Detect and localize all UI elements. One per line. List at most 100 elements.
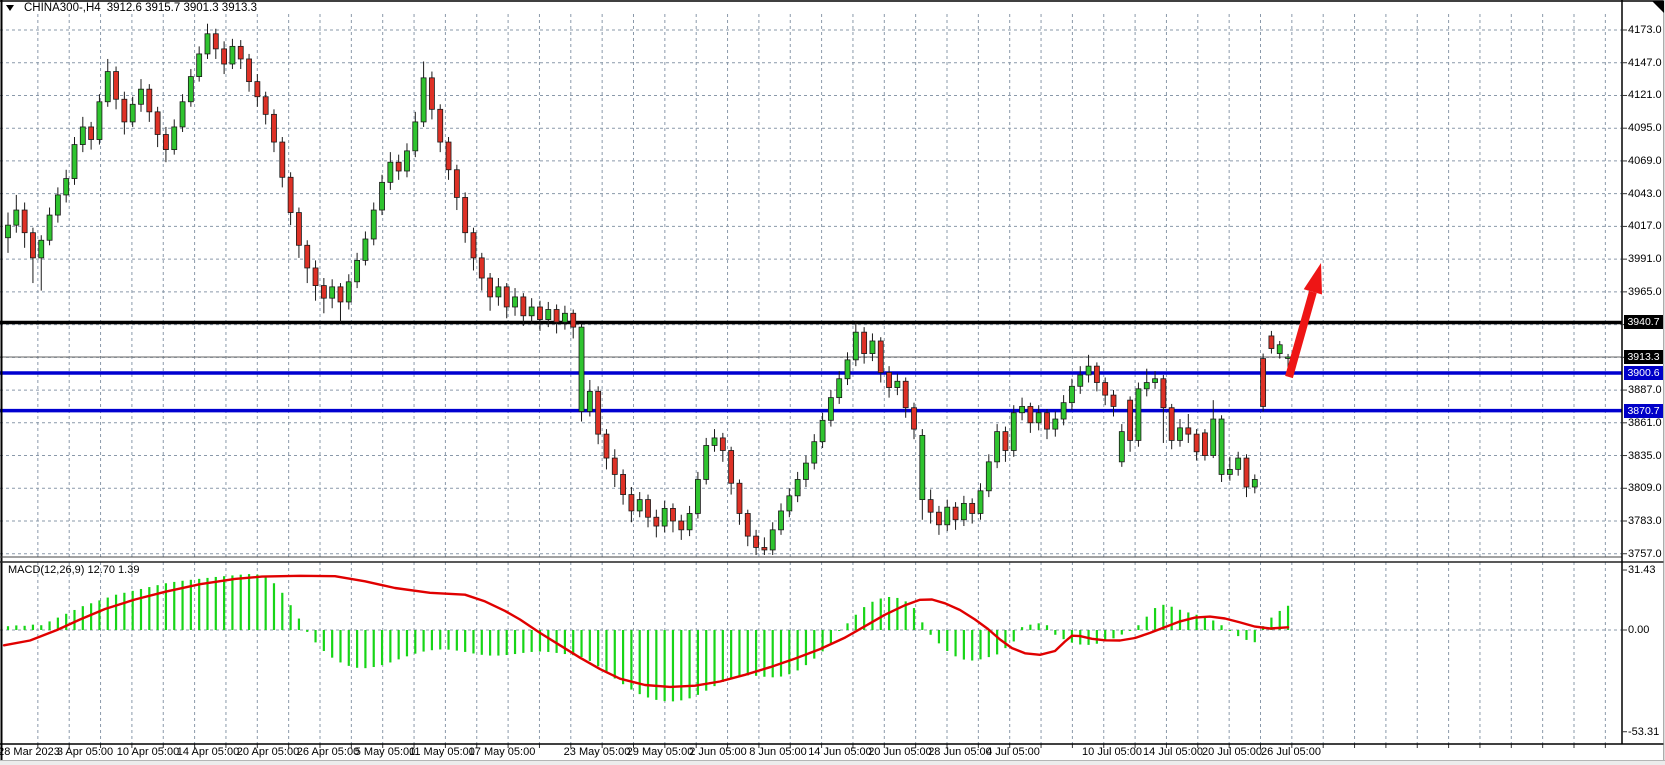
candle-body	[553, 309, 560, 323]
candle-body	[246, 58, 252, 83]
candle-body	[495, 286, 502, 298]
candle-body	[985, 461, 992, 492]
price-level-badge: 3870.7	[1624, 403, 1663, 418]
candle-body	[1110, 394, 1117, 407]
candle-body	[304, 244, 311, 269]
candle-body	[819, 419, 826, 443]
price-axis-label: 3757.0	[1628, 547, 1662, 560]
candle-body	[811, 441, 818, 464]
candle-body	[645, 499, 651, 518]
candle-body	[686, 513, 693, 531]
time-axis-label: 8 Jun 05:00	[749, 746, 807, 758]
ohlc-quote-label: 3912.6 3915.7 3901.3 3913.3	[106, 2, 257, 14]
candle-body	[262, 96, 269, 115]
candle-body	[661, 508, 668, 527]
candle-body	[395, 161, 402, 172]
candle-body	[5, 224, 11, 239]
candle-body	[794, 479, 801, 497]
time-axis-label: 11 May 05:00	[409, 746, 475, 758]
candle-body	[478, 257, 485, 279]
price-axis-label: 3861.0	[1628, 416, 1662, 429]
time-axis-label: 2 Jun 05:00	[689, 746, 747, 758]
candle-body	[63, 178, 70, 196]
candle-body	[1218, 418, 1225, 475]
candle-body	[453, 169, 460, 198]
candle-body	[429, 77, 435, 110]
corner-mark	[1652, 1, 1664, 13]
price-axis-label: 3783.0	[1628, 515, 1662, 527]
candle-body	[977, 490, 984, 514]
time-axis-label: 14 Apr 05:00	[176, 746, 240, 758]
candle-body	[786, 495, 793, 512]
time-axis-label: 14 Jun 05:00	[808, 746, 872, 758]
candle-body	[329, 286, 336, 299]
candle-body	[1193, 433, 1200, 453]
price-axis-label: 4121.0	[1628, 89, 1662, 102]
time-axis-label: 10 Jul 05:00	[1082, 746, 1142, 758]
candle-body	[320, 285, 327, 299]
candle-body	[1093, 365, 1100, 383]
candle-body	[994, 431, 1001, 463]
candle-body	[902, 380, 909, 409]
candle-body	[387, 161, 394, 183]
candle-body	[603, 433, 610, 459]
price-axis-label: 4173.0	[1628, 24, 1662, 36]
candle-body	[952, 506, 959, 521]
candle-body	[30, 232, 36, 259]
candle-body	[512, 296, 518, 308]
candle-body	[1210, 418, 1217, 456]
candle-body	[761, 547, 768, 551]
time-axis-label: 28 Jun 05:00	[928, 746, 992, 758]
candle-body	[221, 48, 228, 65]
candle-body	[337, 286, 344, 303]
time-axis-label: 28 Mar 2023	[0, 746, 60, 758]
price-level-badge: 3940.7	[1624, 315, 1663, 330]
candle-body	[404, 150, 410, 172]
price-axis-label: 3991.0	[1628, 253, 1662, 266]
candle-body	[1002, 431, 1009, 451]
time-axis-label: 26 Apr 05:00	[296, 746, 360, 758]
time-axis-label: 4 Jul 05:00	[986, 746, 1040, 758]
candle-body	[861, 331, 868, 354]
candle-body	[836, 378, 843, 399]
time-axis-label: 17 May 05:00	[468, 746, 536, 758]
candle-body	[279, 141, 286, 178]
candle-body	[1276, 344, 1283, 354]
candle-body	[88, 126, 95, 140]
macd-signal-line	[2, 574, 1290, 689]
candle-body	[620, 474, 626, 495]
candle-body	[420, 77, 427, 123]
candle-body	[1027, 406, 1034, 424]
arrow-shaft[interactable]	[1285, 290, 1317, 379]
candle-body	[1019, 406, 1025, 414]
price-axis-label: 4017.0	[1628, 220, 1662, 233]
candle-body	[936, 511, 942, 526]
candle-body	[46, 214, 53, 241]
candle-body	[1202, 432, 1208, 456]
macd-indicator-label: MACD(12,26,9) 12.70 1.39	[8, 564, 140, 576]
chart-dropdown-icon[interactable]	[6, 5, 14, 11]
candle-body	[1285, 356, 1291, 359]
candle-body	[229, 45, 236, 65]
trend-arrow[interactable]	[1285, 263, 1322, 379]
candle-body	[670, 508, 676, 522]
candle-body	[437, 108, 444, 143]
candle-body	[694, 479, 701, 514]
candle-body	[212, 33, 219, 50]
candle-body	[520, 296, 527, 317]
time-axis-label: 20 Jul 05:00	[1202, 746, 1262, 758]
arrow-head[interactable]	[1303, 263, 1322, 295]
candle-body	[204, 33, 211, 55]
price-axis-label: 3887.0	[1628, 384, 1662, 397]
candle-body	[445, 141, 452, 171]
candle-body	[1185, 427, 1192, 435]
candle-body	[1069, 385, 1075, 404]
candle-body	[545, 309, 552, 320]
candle-body	[728, 450, 735, 484]
candle-body	[271, 113, 277, 143]
candle-body	[960, 502, 967, 521]
candle-body	[1177, 427, 1183, 441]
candle-body	[54, 194, 61, 216]
